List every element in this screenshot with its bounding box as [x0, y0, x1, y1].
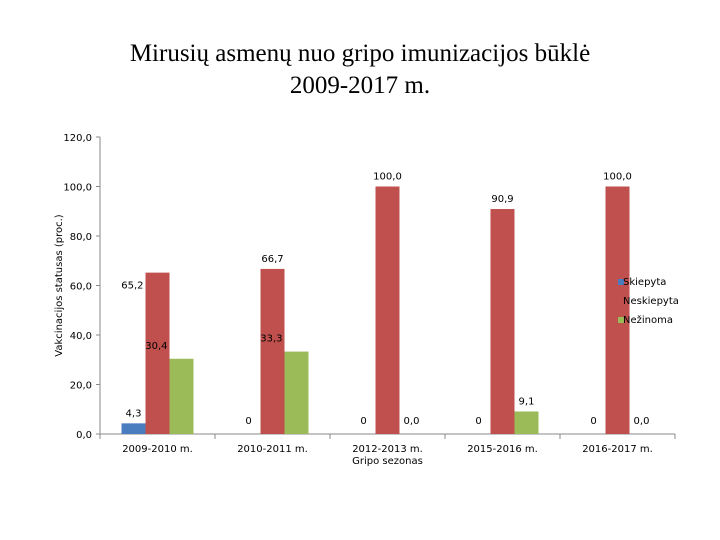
legend-entry-skiepyta: Skiepyta — [623, 277, 666, 288]
data-label: 100,0 — [603, 172, 632, 183]
bar-nežinoma — [284, 351, 309, 434]
bar-neskiepyta — [490, 209, 515, 434]
bar-neskiepyta — [260, 268, 285, 434]
data-label: 0 — [245, 416, 251, 427]
y-tick-label: 120,0 — [63, 133, 92, 144]
chart-title-line2: 2009-2017 m. — [289, 72, 431, 99]
bar-skiepyta — [121, 423, 146, 434]
y-tick-label: 80,0 — [70, 232, 92, 243]
data-label: 0,0 — [634, 416, 650, 427]
legend-entry-nežinoma: Nežinoma — [623, 314, 673, 326]
bar-nežinoma — [514, 411, 539, 434]
data-label: 30,4 — [145, 341, 167, 352]
legend-swatch-nežinoma — [618, 317, 624, 323]
data-label: 0 — [360, 416, 366, 427]
y-tick-label: 0,0 — [76, 430, 92, 441]
x-category-label: 2016-2017 m. — [582, 444, 653, 455]
chart-title: Mirusių asmenų nuo gripo imunizacijos bū… — [0, 38, 720, 102]
y-axis-title: Vakcinacijos statusas (proc.) — [54, 214, 65, 356]
data-label: 100,0 — [373, 172, 402, 183]
bar-neskiepyta — [375, 186, 400, 434]
data-label: 9,1 — [519, 396, 535, 407]
bar-neskiepyta — [605, 186, 630, 434]
data-label: 65,2 — [121, 281, 143, 292]
chart-title-line1: Mirusių asmenų nuo gripo imunizacijos bū… — [129, 40, 591, 67]
x-category-label: 2009-2010 m. — [122, 444, 193, 455]
data-label: 90,9 — [491, 194, 513, 205]
y-tick-label: 60,0 — [70, 282, 92, 293]
x-category-label: 2012-2013 m. — [352, 444, 423, 455]
legend-swatch-neskiepyta — [618, 298, 624, 304]
y-tick-label: 20,0 — [70, 381, 92, 392]
data-label: 66,7 — [261, 254, 283, 265]
legend-swatch-skiepyta — [618, 279, 624, 285]
y-tick-label: 100,0 — [63, 183, 92, 194]
data-label: 4,3 — [126, 408, 142, 419]
data-label: 33,3 — [260, 334, 282, 345]
x-category-label: 2010-2011 m. — [237, 444, 308, 455]
bar-nežinoma — [169, 358, 194, 434]
data-label: 0 — [475, 416, 481, 427]
legend-entry-neskiepyta: Neskiepyta — [623, 296, 679, 307]
data-label: 0 — [590, 416, 596, 427]
x-category-label: 2015-2016 m. — [467, 444, 538, 455]
x-axis-title: Gripo sezonas — [352, 456, 423, 467]
data-label: 0,0 — [404, 416, 420, 427]
bar-neskiepyta — [145, 272, 170, 434]
y-tick-label: 40,0 — [70, 331, 92, 342]
